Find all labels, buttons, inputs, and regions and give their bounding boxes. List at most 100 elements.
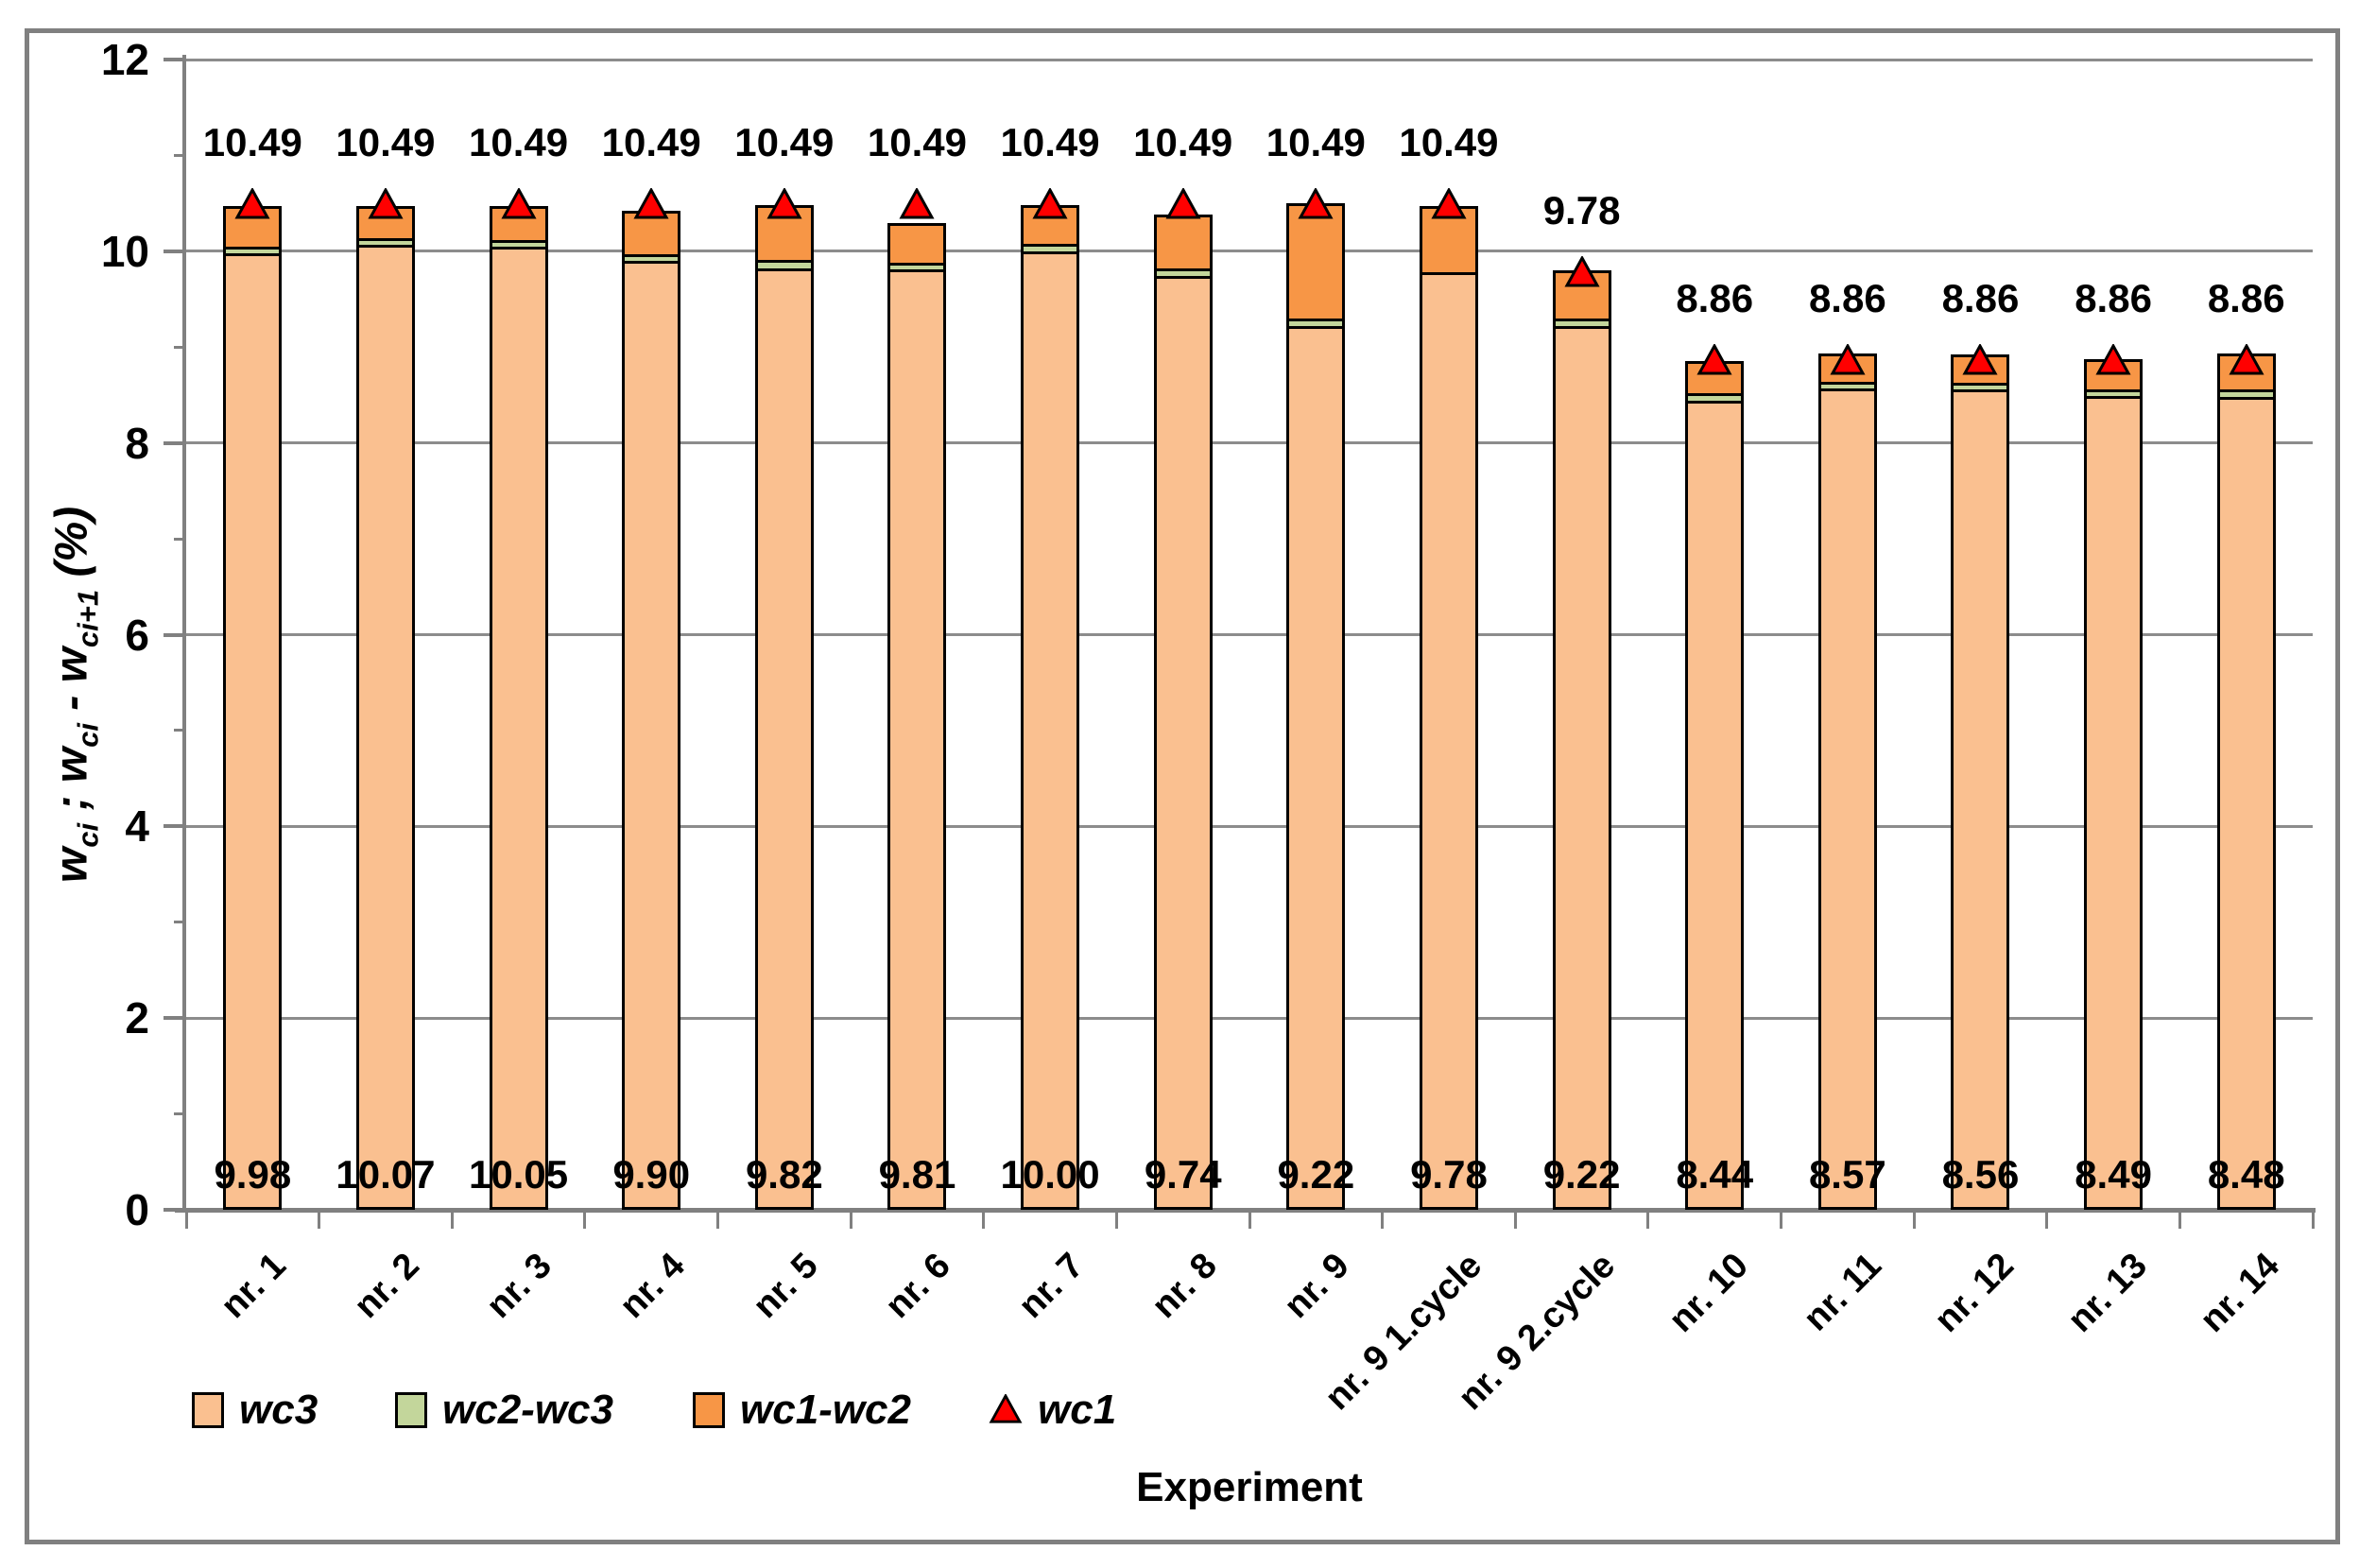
bar-segment-wc3	[1286, 325, 1346, 1210]
bar-segment-wc3	[2084, 395, 2144, 1210]
bar-top-label: 10.49	[601, 120, 701, 165]
bar-segment-wc3	[223, 252, 283, 1210]
x-axis-tick	[583, 1213, 587, 1229]
x-axis-tick	[849, 1213, 852, 1229]
bar-bottom-label: 9.82	[745, 1152, 823, 1197]
bar-top-label: 10.49	[1266, 120, 1366, 165]
x-axis-title: Experiment	[1136, 1464, 1363, 1510]
wc1-triangle-marker	[633, 187, 669, 220]
legend-item-wc3: wc3	[192, 1386, 318, 1435]
gridline	[186, 633, 2313, 636]
bar-bottom-label: 9.78	[1410, 1152, 1488, 1197]
y-axis-title: wci ; wci - wci+1 (%)	[46, 506, 105, 884]
legend-swatch-wc1-wc2-icon	[693, 1392, 725, 1428]
bar-segment-wc2-wc3	[622, 253, 681, 261]
y-major-tick	[164, 58, 183, 61]
y-tick-label: 12	[100, 35, 149, 84]
bar-segment-wc2-wc3	[754, 259, 814, 269]
bar-bottom-label: 8.57	[1808, 1152, 1886, 1197]
x-axis-tick	[1114, 1213, 1118, 1229]
legend-label-wc1-wc2: wc1-wc2	[740, 1387, 911, 1433]
legend-label-wc3: wc3	[239, 1387, 319, 1433]
legend-swatch-wc3-icon	[192, 1392, 224, 1428]
wc1-triangle-marker	[2229, 343, 2264, 376]
wc1-triangle-marker	[899, 187, 935, 220]
bar-segment-wc3	[1951, 388, 2010, 1210]
wc1-triangle-marker	[1032, 187, 1068, 220]
bar-top-label: 10.49	[336, 120, 436, 165]
bar-segment-wc1-wc2	[1021, 205, 1080, 244]
bar-bottom-label: 9.98	[214, 1152, 292, 1197]
wc1-triangle-marker	[1431, 187, 1467, 220]
bar-segment-wc3	[622, 260, 681, 1210]
y-major-tick	[164, 1016, 183, 1021]
legend-item-wc1: wc1	[989, 1386, 1116, 1435]
legend-item-wc1-wc2: wc1-wc2	[693, 1386, 911, 1435]
bar-segment-wc2-wc3	[489, 239, 548, 247]
legend-item-wc2-wc3: wc2-wc3	[395, 1386, 613, 1435]
wc1-triangle-marker	[501, 187, 537, 220]
bar-bottom-label: 9.81	[878, 1152, 956, 1197]
bar-segment-wc2-wc3	[1685, 392, 1745, 402]
x-axis-tick	[184, 1213, 188, 1229]
chart-border	[25, 28, 2340, 1544]
bar-top-label: 8.86	[1808, 276, 1886, 321]
y-minor-tick	[174, 921, 183, 924]
x-axis-tick	[2178, 1213, 2181, 1229]
bar-bottom-label: 10.05	[469, 1152, 569, 1197]
bar-top-label: 10.49	[469, 120, 569, 165]
y-major-tick	[164, 632, 183, 637]
bar-bottom-label: 8.56	[1941, 1152, 2020, 1197]
bar-top-label: 10.49	[1000, 120, 1100, 165]
x-axis-tick	[450, 1213, 454, 1229]
wc1-triangle-marker	[1165, 187, 1201, 220]
gridline	[186, 824, 2313, 828]
bar-segment-wc3	[1685, 401, 1745, 1210]
bar-segment-wc2-wc3	[2084, 388, 2144, 396]
bar-segment-wc2-wc3	[1817, 381, 1877, 388]
legend-label-wc2-wc3: wc2-wc3	[442, 1387, 613, 1433]
wc1-triangle-marker	[234, 187, 270, 220]
bar-bottom-label: 9.22	[1277, 1152, 1355, 1197]
bar-bottom-label: 10.00	[1000, 1152, 1100, 1197]
y-minor-tick	[174, 345, 183, 349]
x-axis-tick	[982, 1213, 986, 1229]
bar-top-label: 10.49	[1133, 120, 1233, 165]
x-axis-tick	[1381, 1213, 1385, 1229]
bar-top-label: 8.86	[2207, 276, 2285, 321]
y-minor-tick	[174, 729, 183, 732]
wc1-triangle-marker	[1564, 255, 1600, 288]
y-minor-tick	[174, 153, 183, 157]
bar-segment-wc2-wc3	[1286, 318, 1346, 326]
bar-segment-wc3	[2216, 396, 2276, 1210]
y-tick-label: 2	[125, 993, 149, 1043]
bar-segment-wc3	[355, 244, 415, 1210]
bar-segment-wc2-wc3	[355, 237, 415, 245]
x-axis-tick	[1646, 1213, 1650, 1229]
bar-segment-wc3	[1021, 250, 1080, 1210]
wc1-triangle-marker	[1962, 343, 1998, 376]
bar-bottom-label: 9.90	[612, 1152, 691, 1197]
bar-segment-wc3	[754, 268, 814, 1210]
y-major-tick	[164, 249, 183, 253]
y-major-tick	[164, 1208, 183, 1212]
legend-label-wc1: wc1	[1038, 1387, 1117, 1433]
x-axis-tick	[318, 1213, 321, 1229]
y-minor-tick	[174, 537, 183, 541]
wc1-triangle-marker	[2095, 343, 2131, 376]
bar-top-label: 10.49	[734, 120, 835, 165]
bar-bottom-label: 8.44	[1676, 1152, 1754, 1197]
bar-segment-wc2-wc3	[223, 246, 283, 253]
wc1-triangle-marker	[1830, 343, 1866, 376]
x-axis-tick	[2311, 1213, 2315, 1229]
bar-segment-wc1-wc2	[887, 223, 947, 263]
bar-top-label: 9.78	[1542, 188, 1621, 233]
bar-segment-wc3	[1419, 272, 1478, 1210]
bar-segment-wc1-wc2	[1153, 215, 1213, 269]
y-tick-label: 8	[125, 418, 149, 468]
bar-bottom-label: 8.49	[2075, 1152, 2152, 1197]
y-major-tick	[164, 824, 183, 829]
bar-top-label: 10.49	[202, 120, 302, 165]
x-axis-tick	[1248, 1213, 1251, 1229]
